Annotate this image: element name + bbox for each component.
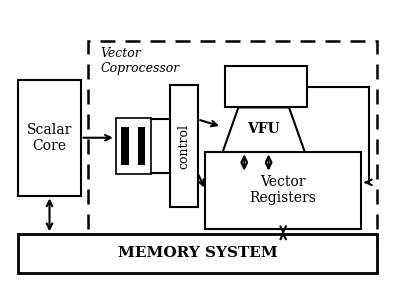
Bar <box>170 85 198 207</box>
Bar <box>205 151 361 229</box>
Text: Vector
Coprocessor: Vector Coprocessor <box>100 47 179 75</box>
Polygon shape <box>215 107 312 174</box>
Text: control: control <box>177 124 190 169</box>
Bar <box>18 234 377 273</box>
Bar <box>88 41 377 240</box>
Bar <box>116 119 151 174</box>
Bar <box>137 127 145 165</box>
Bar <box>18 80 81 196</box>
Text: Vector
Registers: Vector Registers <box>250 175 317 205</box>
Bar <box>121 127 129 165</box>
Text: VFU: VFU <box>247 123 280 137</box>
Bar <box>225 66 307 107</box>
Text: MEMORY SYSTEM: MEMORY SYSTEM <box>118 246 277 260</box>
Text: Scalar
Core: Scalar Core <box>27 123 72 153</box>
